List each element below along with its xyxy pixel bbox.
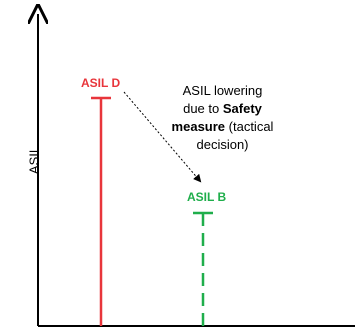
annotation-line1: ASIL lowering xyxy=(182,83,263,98)
annotation-line4: decision) xyxy=(196,137,249,152)
annotation-line2-bold: Safety xyxy=(222,101,262,116)
annotation-line3-bold: measure xyxy=(171,119,226,134)
asil-d-label: ASIL D xyxy=(81,76,121,90)
lowering-arrow xyxy=(123,91,202,183)
lowering-annotation: ASIL lowering due to Safety measure (tac… xyxy=(150,82,295,154)
asil-b-label: ASIL B xyxy=(187,190,227,204)
annotation-line2-pre: due to xyxy=(183,101,223,116)
annotation-line3-post: (tactical xyxy=(225,119,274,134)
y-axis-label: ASIL xyxy=(26,145,42,175)
